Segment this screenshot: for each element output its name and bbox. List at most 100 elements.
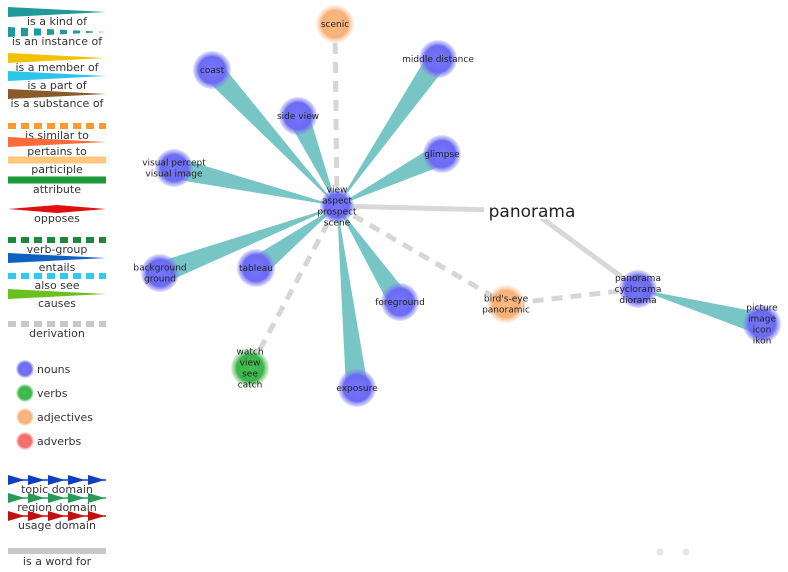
legend-substance-label: is a substance of xyxy=(11,97,105,110)
node-birdseye-label: bird's-eye xyxy=(484,295,529,305)
edge-view-coast xyxy=(203,62,337,207)
node-view-circle[interactable] xyxy=(320,189,354,223)
legend-derivation: derivation xyxy=(8,321,106,340)
legend-entails-label: entails xyxy=(39,261,76,274)
legend-pos-nouns: nouns xyxy=(16,360,71,378)
edge-view-background xyxy=(156,206,337,284)
edge-view-percept xyxy=(171,157,337,206)
node-middle-circle[interactable] xyxy=(419,40,457,78)
edge-cyclorama-birdseye xyxy=(505,286,639,307)
node-birdseye-circle[interactable] xyxy=(487,285,525,323)
node-coast-label: coast xyxy=(200,66,225,76)
zoom-dot-right[interactable] xyxy=(682,548,690,556)
node-tableau[interactable]: tableau xyxy=(237,249,275,287)
node-background-circle[interactable] xyxy=(141,254,179,292)
edge-view-watch xyxy=(247,204,340,370)
legend-causes-symbol xyxy=(8,289,106,299)
legend-domain-0: topic domain xyxy=(8,475,106,496)
node-sideview-circle[interactable] xyxy=(279,97,317,135)
node-cyclorama-label: cyclorama xyxy=(615,285,662,295)
word-label[interactable]: panorama xyxy=(489,202,576,222)
node-cyclorama-circle[interactable] xyxy=(619,270,657,308)
node-glimpse-label: glimpse xyxy=(424,150,460,160)
edges-layer xyxy=(156,23,765,390)
word-label-background xyxy=(484,197,580,219)
legend-participle-label: participle xyxy=(31,163,83,176)
legend-pos-adverbs-swatch xyxy=(16,432,34,450)
legend-part-symbol xyxy=(8,71,106,81)
legend-causes: causes xyxy=(8,289,106,310)
legend-opposes-symbol xyxy=(8,205,106,213)
node-sideview[interactable]: side view xyxy=(277,97,319,135)
node-tableau-label: tableau xyxy=(239,264,273,274)
legend-derivation-label: derivation xyxy=(29,327,85,340)
node-scenic-circle[interactable] xyxy=(316,5,354,43)
node-picture-label: image xyxy=(748,315,776,325)
node-exposure[interactable]: exposure xyxy=(336,369,378,407)
legend-verbgroup-label: verb-group xyxy=(27,243,88,256)
node-view-label: aspect xyxy=(322,197,352,207)
node-birdseye-label: panoramic xyxy=(482,306,530,316)
node-middle[interactable]: middle distance xyxy=(402,40,474,78)
node-cyclorama-label: diorama xyxy=(619,296,656,306)
legend-member: is a member of xyxy=(8,53,106,74)
legend-domain-1: region domain xyxy=(8,493,106,514)
legend-pos-nouns-label: nouns xyxy=(37,363,71,376)
legend-attribute: attribute xyxy=(8,176,106,196)
node-cyclorama-label: panorama xyxy=(615,274,661,284)
legend-pertains-label: pertains to xyxy=(27,145,87,158)
legend-alsosee-label: also see xyxy=(34,279,79,292)
legend-instance: is an instance of xyxy=(8,27,106,48)
legend-domain-1-symbol xyxy=(8,493,106,503)
edge-view-scenic xyxy=(332,23,340,207)
legend-pos-verbs-swatch xyxy=(16,384,34,402)
legend-alsosee: also see xyxy=(8,273,106,292)
legend-hypernym-symbol xyxy=(8,7,106,17)
node-watch-label: view xyxy=(240,359,261,369)
legend-part-label: is a part of xyxy=(27,79,87,92)
legend-pos-verbs-label: verbs xyxy=(37,387,68,400)
legend-pos-adjectives: adjectives xyxy=(16,408,93,426)
node-foreground[interactable]: foreground xyxy=(375,283,425,321)
edge-view-birdseye xyxy=(335,203,508,307)
node-watch-label: see xyxy=(242,370,258,380)
edge-view-foreground xyxy=(337,206,410,309)
node-picture-label: ikon xyxy=(753,337,772,347)
node-exposure-circle[interactable] xyxy=(338,369,376,407)
node-tableau-circle[interactable] xyxy=(237,249,275,287)
legend-pos-adjectives-swatch xyxy=(16,408,34,426)
node-watch-circle[interactable] xyxy=(231,349,269,387)
node-glimpse-circle[interactable] xyxy=(423,135,461,173)
node-scenic[interactable]: scenic xyxy=(316,5,354,43)
legend-wordfor: is a word for xyxy=(8,548,106,568)
node-background-label: ground xyxy=(144,275,176,285)
node-glimpse[interactable]: glimpse xyxy=(423,135,461,173)
node-foreground-circle[interactable] xyxy=(381,283,419,321)
legend-pos-adverbs-label: adverbs xyxy=(37,435,82,448)
node-exposure-label: exposure xyxy=(336,384,378,394)
node-picture-circle[interactable] xyxy=(743,305,781,343)
legend-opposes-label: opposes xyxy=(34,212,80,225)
legend-instance-symbol xyxy=(8,27,106,37)
zoom-dot-left[interactable] xyxy=(656,548,664,556)
node-coast-circle[interactable] xyxy=(193,51,231,89)
legend-pos-adverbs: adverbs xyxy=(16,432,82,450)
legend-opposes: opposes xyxy=(8,205,106,225)
node-percept-label: visual image xyxy=(145,170,203,180)
node-view-label: prospect xyxy=(317,208,357,218)
legend-pertains: pertains to xyxy=(8,137,106,158)
node-coast[interactable]: coast xyxy=(193,51,231,89)
legend-pos-nouns-swatch xyxy=(16,360,34,378)
legend: is a kind of is an instance of is a member… xyxy=(8,7,106,568)
node-view-label: scene xyxy=(324,219,351,229)
node-percept-circle[interactable] xyxy=(155,149,193,187)
node-picture-label: picture xyxy=(746,304,778,314)
misc-layer xyxy=(656,548,690,556)
